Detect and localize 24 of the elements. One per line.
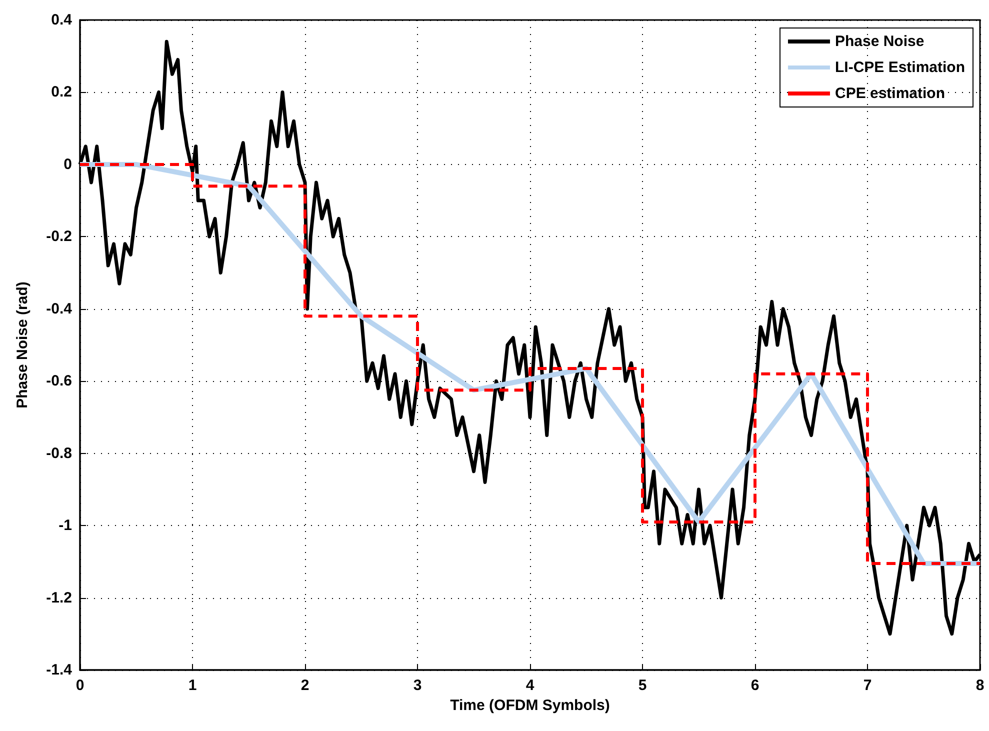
legend-label: CPE estimation — [834, 85, 946, 102]
y-tick-label: -1.4 — [46, 662, 73, 678]
y-tick-label: 0.2 — [51, 84, 72, 101]
y-tick-label: 0 — [64, 156, 72, 173]
y-tick-label: -0.8 — [46, 444, 72, 462]
y-tick-label: -0.6 — [46, 372, 72, 390]
y-tick-label: -1.2 — [46, 589, 72, 606]
y-tick-label: 0.4 — [51, 12, 73, 28]
legend-label: Phase Noise — [834, 33, 924, 50]
y-tick-label: -1 — [58, 517, 72, 534]
x-axis-title: Time (OFDM Symbols) — [450, 696, 610, 714]
legend-label: LI-CPE Estimation — [834, 59, 966, 76]
x-tick-label: 0 — [76, 677, 84, 694]
x-tick-label: 3 — [413, 677, 422, 694]
y-axis-title: Phase Noise (rad) — [14, 282, 31, 408]
x-tick-label: 7 — [863, 677, 872, 694]
x-tick-label: 2 — [300, 677, 310, 694]
x-tick-label: 4 — [526, 677, 535, 694]
x-tick-label: 6 — [750, 677, 760, 694]
y-tick-label: -0.4 — [46, 300, 73, 318]
y-tick-label: -0.2 — [46, 228, 72, 246]
x-tick-label: 8 — [976, 677, 984, 694]
x-tick-label: 1 — [188, 677, 197, 694]
x-tick-label: 5 — [638, 677, 647, 694]
